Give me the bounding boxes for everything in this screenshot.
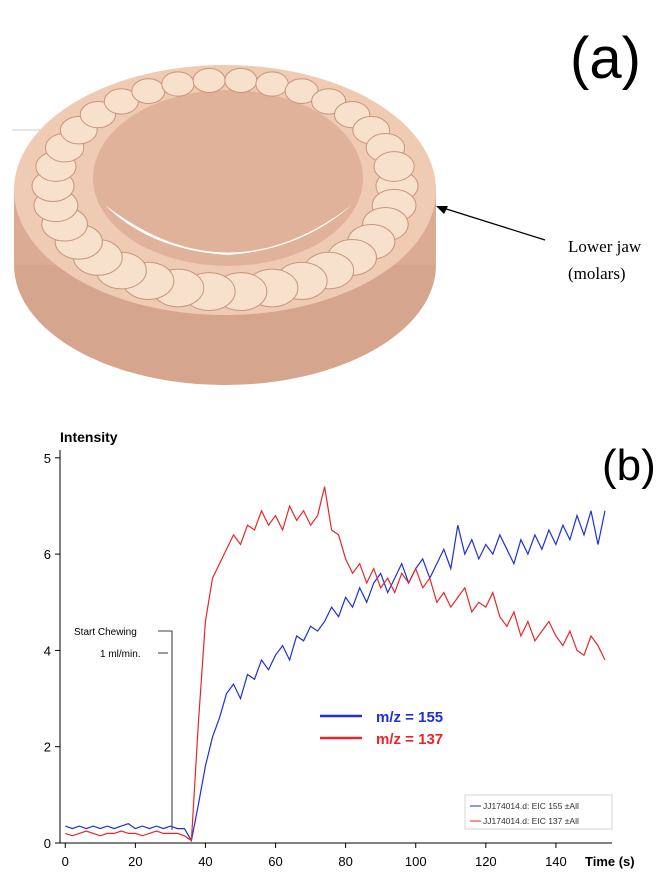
annotation-bracket — [158, 630, 173, 830]
y-tick-label: 5 — [44, 451, 51, 466]
legend-label: m/z = 155 — [376, 709, 443, 726]
legend-detail-label: JJ174014.d: EIC 137 ±All — [483, 816, 579, 826]
arrow — [439, 206, 546, 241]
legend-detail-label: JJ174014.d: EIC 155 ±All — [483, 801, 579, 811]
x-tick-label: 0 — [62, 854, 69, 869]
x-tick-label: 100 — [405, 854, 427, 869]
y-tick-label: 6 — [44, 547, 51, 562]
tooth — [161, 71, 195, 97]
tooth — [224, 67, 258, 93]
tooth — [373, 151, 415, 182]
panel-label: (a) — [570, 26, 641, 91]
tooth — [131, 78, 166, 104]
y-axis-label: Intensity — [60, 429, 118, 445]
panel-label: (b) — [602, 441, 656, 490]
series-line — [65, 510, 606, 843]
series-line — [65, 486, 606, 842]
y-tick-label: 2 — [44, 740, 51, 755]
arrow-head — [436, 206, 448, 214]
jaw-model — [12, 65, 436, 385]
tooth — [192, 67, 226, 93]
x-tick-label: 120 — [475, 854, 497, 869]
ring-inner-wall — [93, 90, 363, 266]
y-tick-label: 0 — [44, 836, 51, 851]
annotation: 1 ml/min. — [100, 649, 141, 660]
tooth — [255, 71, 289, 97]
x-tick-label: 20 — [128, 854, 142, 869]
annotation: Lower jaw — [568, 237, 642, 256]
annotation: (molars) — [568, 264, 626, 283]
legend-label: m/z = 137 — [376, 731, 443, 748]
x-tick-label: 40 — [198, 854, 212, 869]
y-tick-label: 4 — [44, 643, 51, 658]
x-axis-label: Time (s) — [585, 854, 635, 869]
ring-hole — [105, 205, 352, 255]
legend-detail-box — [464, 794, 613, 830]
x-tick-label: 60 — [268, 854, 282, 869]
x-tick-label: 80 — [338, 854, 352, 869]
annotation: Start Chewing — [74, 627, 137, 638]
x-tick-label: 140 — [545, 854, 567, 869]
